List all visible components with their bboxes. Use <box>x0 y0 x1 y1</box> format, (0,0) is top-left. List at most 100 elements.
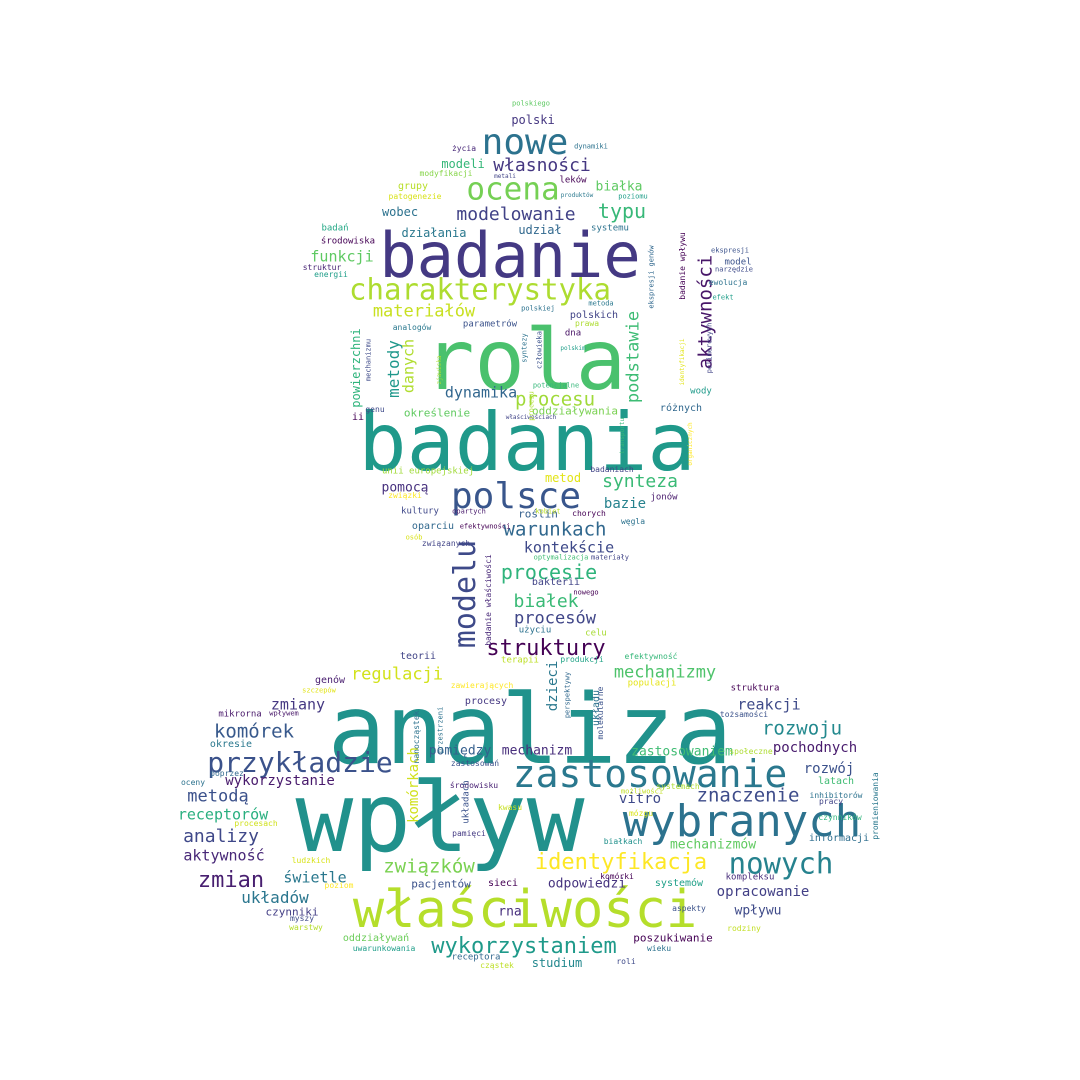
word: mechanizmów <box>669 837 757 853</box>
word: mechanizm <box>501 743 573 759</box>
word: rodziny <box>727 924 761 933</box>
word: cząstek <box>480 961 514 970</box>
word: rozwoju <box>761 717 843 740</box>
word: genów <box>314 675 346 686</box>
word: produktów <box>560 192 594 199</box>
word: znaczenie <box>696 784 800 807</box>
word: węgla <box>620 517 646 526</box>
word: receptora <box>451 952 501 963</box>
word: aspekty <box>672 904 706 913</box>
word: badaniach <box>590 465 634 474</box>
word: świetle <box>283 868 347 887</box>
word: struktura <box>730 683 780 694</box>
word: wykorzystaniem <box>431 934 617 959</box>
word: energii <box>314 270 348 279</box>
word: rna <box>498 904 522 920</box>
word: człowieka <box>535 331 544 369</box>
word: mikrorna <box>218 709 262 720</box>
word: metodą <box>187 786 249 807</box>
word: badania <box>358 396 696 489</box>
word: syntezy <box>520 333 529 363</box>
word: czynników <box>818 813 862 822</box>
word: dna <box>564 328 582 339</box>
word: różnych <box>659 403 703 414</box>
word: parametrów <box>462 319 518 330</box>
word: polsce <box>450 476 582 517</box>
word: systemach <box>656 782 700 791</box>
word: udział <box>518 223 562 237</box>
word: odpowiedzi <box>547 876 627 892</box>
word: polskich <box>569 310 619 321</box>
word: nowe <box>481 122 569 163</box>
word: chorych <box>572 509 606 518</box>
word: osób <box>405 533 423 542</box>
word: aktywność <box>183 846 265 865</box>
word: wpływ <box>295 762 585 874</box>
word: polski <box>511 113 555 127</box>
word: identyfikacja <box>534 850 708 875</box>
word: systemu <box>591 223 629 234</box>
word: unii europejskiej <box>381 466 475 477</box>
word: podstawie <box>623 310 644 404</box>
word: układach <box>461 780 472 824</box>
word: tożsamości <box>719 710 769 719</box>
word: wieku <box>646 944 672 953</box>
word: przykładzie <box>207 746 393 779</box>
word: reakcji <box>737 695 801 714</box>
word: komórek <box>213 720 295 743</box>
word: właściwości <box>352 880 698 940</box>
word: poprzez <box>210 769 244 778</box>
word: rola <box>423 311 627 409</box>
word: model <box>724 257 752 268</box>
word: systemów <box>654 878 704 889</box>
word: ekspresji genów <box>647 245 656 309</box>
word: wybranych <box>622 796 862 847</box>
word: procesu <box>514 388 596 411</box>
word: określenie <box>403 406 471 420</box>
word: oceny <box>180 778 206 787</box>
word: kobiet <box>535 507 561 516</box>
word: populacji <box>627 678 677 689</box>
word: komórki <box>600 872 634 881</box>
word: procesach <box>234 819 278 828</box>
word: dzieci <box>545 660 561 712</box>
word: związanych <box>421 539 471 548</box>
word: synteza <box>602 471 678 492</box>
word: ekspresji <box>711 246 749 255</box>
word: perspektywy <box>563 671 572 719</box>
word: społeczne <box>729 747 773 756</box>
word: kwasu <box>497 803 523 812</box>
word: ludzkich <box>291 856 331 865</box>
word: produkcji <box>560 655 604 664</box>
word: pomiędzy <box>428 743 492 759</box>
word: modeli <box>441 157 485 171</box>
word: warunkach <box>503 518 607 541</box>
word: narzędzie <box>715 265 753 274</box>
word: opracowanie <box>716 884 810 900</box>
word: mechanizmu <box>364 338 373 382</box>
word: polskiego <box>512 99 550 108</box>
word: latach <box>817 776 855 787</box>
word: badań <box>321 223 349 234</box>
word: grupy <box>397 181 429 192</box>
word: białka <box>595 179 643 195</box>
word: informacji <box>808 833 870 844</box>
word: materiały <box>591 553 629 562</box>
word: powierzchni <box>349 328 363 408</box>
word: kompleksu <box>725 872 775 883</box>
word: środowiska <box>320 236 376 247</box>
word: układów <box>241 888 309 907</box>
word: wykorzystanie <box>225 773 335 789</box>
word: ii <box>351 412 365 423</box>
word: dynamika <box>444 383 518 402</box>
word: roślin <box>518 507 558 521</box>
word: charakterystyka <box>349 272 611 307</box>
word: procesie <box>500 560 598 584</box>
word: efektywność <box>624 652 678 661</box>
word: zastosowań <box>450 759 500 768</box>
word: ewolucja <box>708 278 748 287</box>
word: zmian <box>197 868 265 893</box>
word: działania <box>401 226 467 240</box>
word: regulacji <box>350 664 444 685</box>
